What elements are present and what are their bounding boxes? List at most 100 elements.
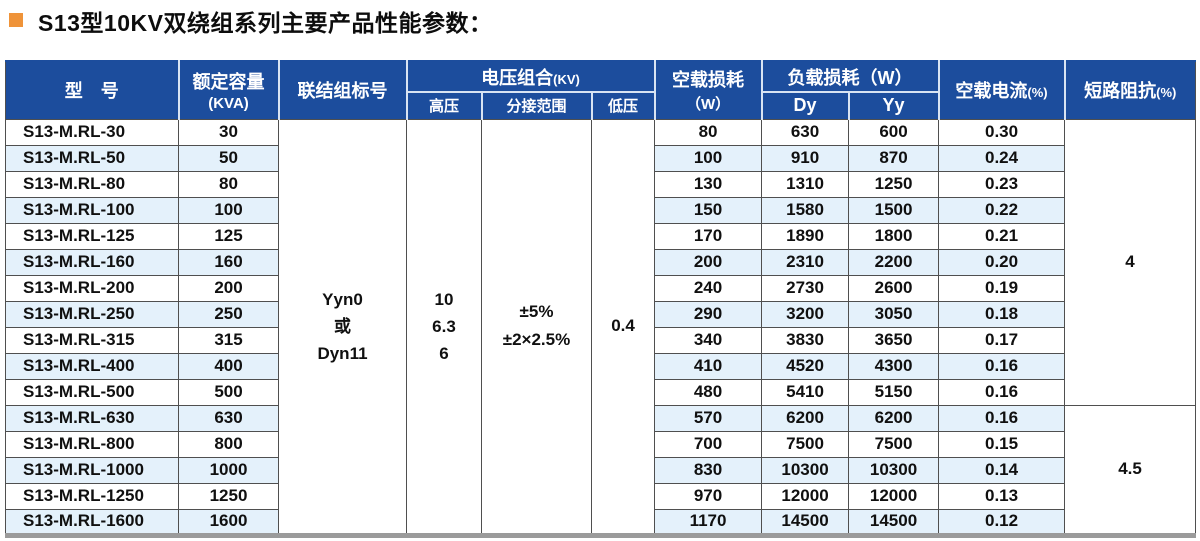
cell-model: S13-M.RL-630	[5, 404, 179, 432]
col-header-capacity: 额定容量 (KVA)	[177, 61, 279, 119]
cell-model: S13-M.RL-1000	[5, 456, 179, 484]
cell-dy: 1310	[761, 170, 850, 198]
col-header-lv: 低压	[590, 91, 655, 119]
cell-dy: 10300	[761, 456, 850, 484]
cell-dy: 630	[761, 118, 850, 146]
col-header-yy: Yy	[847, 91, 939, 119]
cell-dy: 2730	[761, 274, 850, 302]
cell-capacity: 100	[178, 196, 279, 224]
cell-dy: 6200	[761, 404, 850, 432]
cell-dy: 910	[761, 144, 850, 172]
cell-dy: 12000	[761, 482, 850, 510]
cell-no-load-loss: 150	[654, 196, 763, 224]
cell-capacity: 800	[178, 430, 279, 458]
cell-dy: 4520	[761, 352, 850, 380]
cell-no-load-loss: 340	[654, 326, 763, 354]
cell-no-load-loss: 1170	[654, 508, 763, 536]
cell-yy: 1800	[848, 222, 940, 250]
cell-capacity: 30	[178, 118, 279, 146]
hv-line: 10	[434, 289, 454, 309]
cell-no-load-loss: 700	[654, 430, 763, 458]
cell-dy: 2310	[761, 248, 850, 276]
table-row: S13-M.RL-100 100 150 1580 1500 0.22	[5, 196, 1196, 224]
cell-current: 0.13	[938, 482, 1066, 510]
cell-yy: 7500	[848, 430, 940, 458]
header-row-2: 高压 分接范围 低压 Dy Yy	[6, 91, 1196, 119]
cell-model: S13-M.RL-315	[5, 326, 179, 354]
cell-model: S13-M.RL-30	[5, 118, 179, 146]
cell-yy: 10300	[848, 456, 940, 484]
table-row: S13-M.RL-315 315 340 3830 3650 0.17	[5, 326, 1196, 354]
cell-yy: 1500	[848, 196, 940, 224]
cell-model: S13-M.RL-400	[5, 352, 179, 380]
cell-dy: 3200	[761, 300, 850, 328]
orange-square-bullet-icon	[9, 13, 23, 27]
cell-dy: 3830	[761, 326, 850, 354]
cell-capacity: 160	[178, 248, 279, 276]
impedance-label: 短路阻抗	[1084, 81, 1157, 102]
table-row: S13-M.RL-500 500 480 5410 5150 0.16	[5, 378, 1196, 406]
cell-current: 0.20	[938, 248, 1066, 276]
cell-yy: 12000	[848, 482, 940, 510]
cell-model: S13-M.RL-800	[5, 430, 179, 458]
cell-current: 0.23	[938, 170, 1066, 198]
col-header-dy: Dy	[760, 91, 849, 119]
cell-yy: 4300	[848, 352, 940, 380]
no-load-current-suffix: (%)	[1027, 85, 1048, 101]
cell-yy: 2600	[848, 274, 940, 302]
cell-yy: 600	[848, 118, 940, 146]
col-header-load-loss: 负载损耗（W）	[760, 61, 939, 92]
table-row: S13-M.RL-50 50 100 910 870 0.24	[5, 144, 1196, 172]
cell-dy: 14500	[761, 508, 850, 536]
tap-line: ±2×2.5%	[502, 330, 571, 349]
col-header-connection: 联结组标号	[277, 61, 407, 119]
cell-model: S13-M.RL-1600	[5, 508, 179, 536]
cell-capacity: 1600	[178, 508, 279, 536]
cell-yy: 5150	[848, 378, 940, 406]
table-row: S13-M.RL-800 800 700 7500 7500 0.15	[5, 430, 1196, 458]
connection-line: 或	[334, 316, 351, 336]
col-header-impedance: 短路阻抗(%)	[1063, 61, 1196, 119]
cell-no-load-loss: 290	[654, 300, 763, 328]
col-header-tap-range: 分接范围	[480, 91, 592, 119]
col-header-voltage-group: 电压组合(KV)	[405, 61, 655, 92]
table-row: S13-M.RL-160 160 200 2310 2200 0.20	[5, 248, 1196, 276]
no-load-loss-label: 空载损耗	[672, 70, 745, 91]
hv-line: 6.3	[432, 316, 456, 336]
table-row: S13-M.RL-30 30 Yyn0 或 Dyn11 10 6.3 6 ±5%…	[5, 118, 1197, 536]
cell-current: 0.22	[938, 196, 1066, 224]
impedance-suffix: (%)	[1156, 85, 1177, 101]
cell-model: S13-M.RL-160	[5, 248, 179, 276]
cell-no-load-loss: 570	[654, 404, 763, 432]
capacity-label: 额定容量	[192, 72, 265, 93]
cell-capacity: 80	[178, 170, 279, 198]
cell-current: 0.12	[938, 508, 1066, 536]
cell-yy: 1250	[848, 170, 940, 198]
col-header-hv: 高压	[405, 91, 482, 119]
cell-yy: 14500	[848, 508, 940, 536]
cell-no-load-loss: 130	[654, 170, 763, 198]
cell-connection-merged: Yyn0 或 Dyn11	[278, 118, 407, 536]
hv-line: 6	[439, 343, 449, 363]
table-row: S13-M.RL-125 125 170 1890 1800 0.21	[5, 222, 1196, 250]
table-row: S13-M.RL-400 400 410 4520 4300 0.16	[5, 352, 1196, 380]
no-load-loss-unit: （W）	[685, 96, 731, 114]
tap-line: ±5%	[519, 302, 554, 321]
cell-capacity: 630	[178, 404, 279, 432]
cell-capacity: 125	[178, 222, 279, 250]
connection-line: Yyn0	[322, 289, 363, 309]
table-row: S13-M.RL-1250 1250 970 12000 12000 0.13	[5, 482, 1196, 510]
connection-line: Dyn11	[317, 343, 368, 363]
cell-capacity: 250	[178, 300, 279, 328]
col-header-no-load-current: 空载电流(%)	[937, 61, 1065, 119]
cell-current: 0.19	[938, 274, 1066, 302]
page-title: S13型10KV双绕组系列主要产品性能参数：	[38, 10, 493, 36]
cell-capacity: 200	[178, 274, 279, 302]
cell-model: S13-M.RL-200	[5, 274, 179, 302]
cell-model: S13-M.RL-100	[5, 196, 179, 224]
cell-model: S13-M.RL-80	[5, 170, 179, 198]
cell-lv-merged: 0.4	[590, 118, 656, 536]
cell-tap-range-merged: ±5% ±2×2.5%	[481, 118, 592, 536]
cell-dy: 7500	[761, 430, 850, 458]
cell-current: 0.16	[938, 378, 1066, 406]
